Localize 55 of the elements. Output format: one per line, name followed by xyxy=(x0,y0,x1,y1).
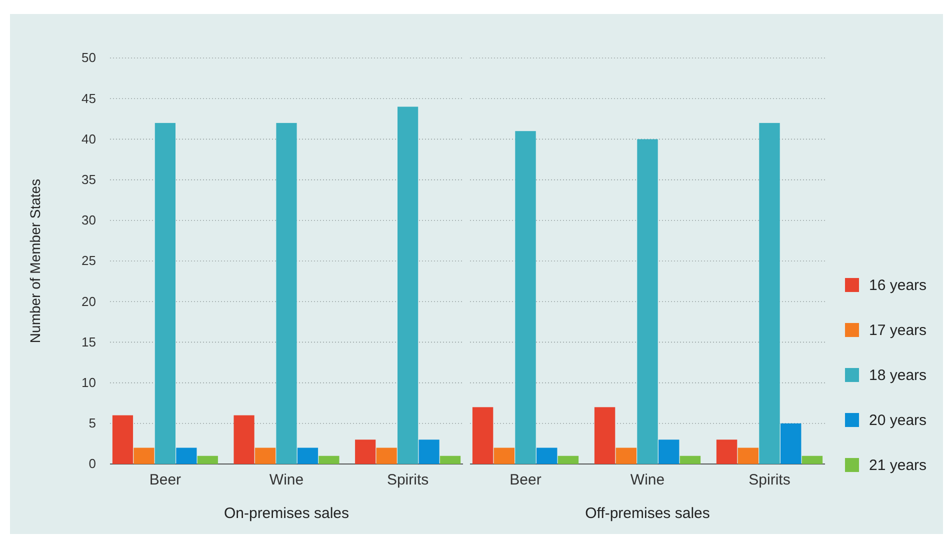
bar xyxy=(197,456,218,464)
bar xyxy=(738,448,758,464)
x-tick-label: Beer xyxy=(510,472,542,489)
legend-label: 17 years xyxy=(869,322,927,339)
bar xyxy=(112,415,134,464)
x-tick-label: Spirits xyxy=(748,472,790,489)
bar xyxy=(616,448,636,464)
bar xyxy=(680,456,701,464)
x-tick-label: Beer xyxy=(149,472,182,489)
y-tick-label: 20 xyxy=(82,294,96,309)
bar xyxy=(780,423,802,464)
legend-label: 20 years xyxy=(869,412,927,429)
bar xyxy=(176,448,197,464)
x-tick-label: Wine xyxy=(269,472,304,489)
bar xyxy=(254,448,276,464)
y-tick-label: 35 xyxy=(82,172,96,187)
legend-label: 16 years xyxy=(869,277,927,294)
bar xyxy=(802,456,823,464)
bar xyxy=(536,448,558,464)
x-tick-label: Wine xyxy=(630,472,665,489)
y-tick-label: 30 xyxy=(82,212,96,228)
y-tick-label: 40 xyxy=(82,131,96,146)
y-tick-label: 5 xyxy=(88,416,96,431)
bar xyxy=(558,456,579,464)
bar xyxy=(418,440,440,464)
legend-label: 21 years xyxy=(869,457,927,474)
x-axis-title: On-premises sales xyxy=(224,505,350,522)
bar xyxy=(716,440,738,464)
bar xyxy=(637,139,658,464)
y-tick-label: 10 xyxy=(82,374,96,390)
y-tick-label: 45 xyxy=(82,90,96,106)
y-axis-title: Number of Member States xyxy=(27,178,43,344)
bar xyxy=(355,440,376,464)
y-tick-label: 50 xyxy=(82,50,96,66)
bar xyxy=(276,122,297,464)
y-tick-label: 15 xyxy=(82,334,96,350)
bar xyxy=(759,122,780,464)
bar xyxy=(234,415,254,464)
bar xyxy=(134,448,154,464)
bar xyxy=(297,448,318,464)
y-tick-label: 0 xyxy=(88,456,96,472)
bar xyxy=(494,448,515,464)
x-tick-label: Spirits xyxy=(386,472,429,489)
x-axis-title: Off-premises sales xyxy=(585,505,710,522)
y-tick-label: 25 xyxy=(82,253,96,268)
bar xyxy=(594,407,616,464)
bar xyxy=(515,131,536,464)
bar xyxy=(440,456,461,464)
legend-label: 18 years xyxy=(869,367,927,384)
bar xyxy=(376,448,397,464)
bar xyxy=(398,106,418,464)
bar xyxy=(154,122,176,464)
bar xyxy=(472,407,494,464)
bar xyxy=(318,456,340,464)
bar xyxy=(658,440,680,464)
